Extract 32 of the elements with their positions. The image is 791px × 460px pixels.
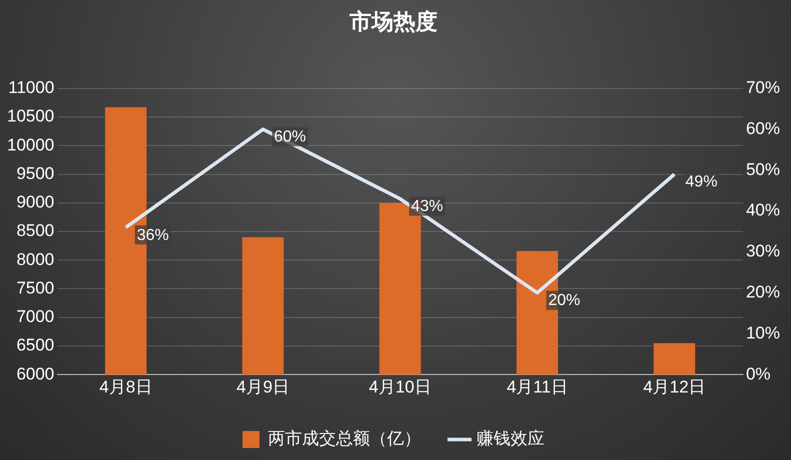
- y-tick-label: 10000: [6, 135, 54, 154]
- x-tick-label: 4月8日: [99, 377, 152, 396]
- y2-tick-label: 20%: [746, 282, 780, 302]
- y2-tick-label: 30%: [746, 242, 780, 261]
- y2-tick-label: 60%: [746, 118, 780, 138]
- legend-label: 两市成交总额（亿）: [268, 429, 421, 448]
- y2-tick-label: 40%: [746, 200, 780, 220]
- y-tick-label: 10500: [6, 106, 54, 126]
- y-tick-label: 7500: [16, 278, 54, 298]
- y2-tick-label: 50%: [746, 160, 780, 179]
- x-tick-label: 4月10日: [368, 377, 432, 396]
- y2-tick-label: 10%: [746, 323, 780, 342]
- y-tick-label: 9500: [16, 164, 54, 183]
- data-label: 49%: [685, 174, 718, 191]
- chart-title: 市场热度: [348, 8, 438, 35]
- x-tick-label: 4月11日: [506, 377, 568, 396]
- y-tick-label: 8500: [16, 221, 54, 240]
- x-tick-label: 4月12日: [643, 377, 706, 396]
- y-tick-label: 6000: [16, 364, 54, 384]
- y-tick-label: 6500: [16, 336, 54, 355]
- y2-tick-label: 0%: [746, 364, 771, 384]
- x-tick-label: 4月9日: [236, 377, 290, 396]
- data-label: 60%: [274, 128, 306, 146]
- y-tick-label: 9000: [16, 192, 54, 212]
- y-tick-label: 11000: [8, 78, 54, 98]
- y-tick-label: 7000: [16, 307, 54, 326]
- y-tick-label: 8000: [16, 250, 54, 269]
- data-label: 36%: [136, 226, 169, 244]
- legend-label: 赚钱效应: [476, 429, 544, 448]
- y2-tick-label: 70%: [746, 78, 780, 98]
- data-label: 43%: [411, 198, 444, 216]
- data-label: 20%: [548, 292, 580, 310]
